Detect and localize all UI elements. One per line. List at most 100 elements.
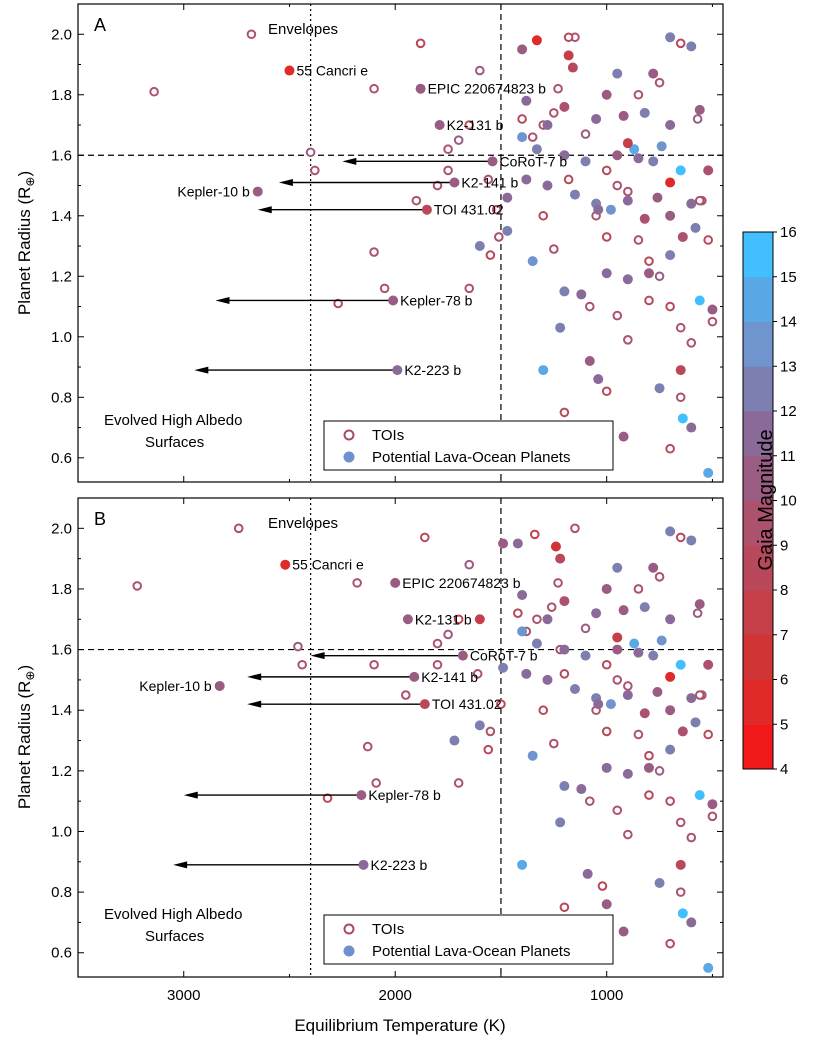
panel-b-legend-box (323, 914, 614, 965)
panel-b-planet-label: 55 Cancri e (292, 557, 364, 573)
panel-b-lava-point (686, 693, 697, 704)
panel-b-toi-point (549, 738, 559, 749)
panel-a-lava-point (593, 204, 604, 215)
panel-a-y-tick-label: 1.0 (51, 329, 72, 346)
panel-b-legend: TOIs Potential Lava-Ocean Planets (323, 914, 614, 965)
panel-a-lava-point (675, 365, 686, 376)
panel-a-lava-point (648, 68, 659, 79)
panel-b-toi-point (644, 790, 654, 800)
panel-b-y-tick-label: 1.4 (51, 702, 72, 719)
panel-a-toi-point (411, 195, 422, 206)
panel-b-lava-point (665, 526, 676, 537)
panel-b-lava-point (591, 608, 602, 619)
panel-b-lava-point (618, 605, 629, 616)
panel-b-planet-label: K2-131 b (415, 611, 472, 627)
panel-b-y-tick-label: 1.6 (51, 642, 72, 659)
colorbar-cell (743, 455, 773, 501)
panel-b-frame (77, 497, 724, 978)
panel-a-lava-point (677, 413, 688, 424)
panel-a-lava-point (517, 132, 528, 143)
panel-a-lava-point (531, 144, 542, 155)
panel-a-toi-point (580, 129, 591, 139)
panel-b-albedo-label-line2: Surfaces (145, 928, 204, 945)
panel-a-lava-point (576, 289, 587, 300)
panel-a-lava-point (622, 138, 633, 149)
panel-a-toi-point (612, 310, 623, 321)
panel-a-toi-point (464, 283, 475, 294)
panel-b-lava-point (498, 662, 509, 673)
panel-a-lava-point (605, 204, 616, 215)
panel-a-lava-point (531, 35, 542, 46)
panel-b-lava-point (622, 768, 633, 779)
panel-b-toi-point (601, 726, 612, 737)
panel-a-y-tick-label: 1.2 (51, 268, 72, 285)
panel-a-lava-point (665, 210, 676, 221)
panel-b-toi-point (485, 726, 496, 737)
panel-b-toi-point (703, 729, 713, 740)
panel-a-toi-point (563, 32, 574, 43)
panel-a-lava-point (665, 250, 676, 261)
panel-a-toi-point (443, 144, 453, 155)
panel-a-toi-point (675, 392, 686, 403)
panel-b-lava-point (521, 668, 532, 679)
panel-a-reference-lines (78, 4, 723, 482)
panel-a-lava-point (677, 231, 688, 242)
colorbar-cell (743, 545, 773, 591)
panel-a-lava-point (612, 150, 623, 161)
panel-b-planet-label: TOI 431.02 (432, 696, 502, 712)
panel-b-toi-point (694, 690, 705, 700)
panel-a-y-tick-label: 0.6 (51, 450, 72, 467)
panel-b-arrow-head (247, 700, 262, 708)
panel-a-toi-point (369, 83, 379, 94)
panel-a-toi-point (491, 204, 502, 215)
panel-b-annotations: 55 Cancri e EPIC 220674823 b K2-131 b CoRoT… (139, 557, 537, 873)
panel-a-named-planet-point (421, 204, 432, 215)
panel-b-lava-point (686, 535, 697, 546)
colorbar-cell (743, 411, 773, 457)
panel-a-points (149, 29, 718, 478)
panel-b-toi-point (612, 805, 623, 816)
panel-a-lava-point (569, 189, 580, 200)
colorbar-cells (743, 232, 773, 770)
panel-b-lava-point (665, 744, 676, 755)
panel-a-envelopes-label: Envelopes (268, 21, 338, 38)
panel-a-toi-point (553, 83, 563, 94)
panel-b-lava-point (643, 762, 654, 773)
colorbar: 4 5 6 7 8 9 10 11 12 13 14 15 16 Gaia Magnitude (742, 224, 797, 778)
panel-b-toi-point (559, 669, 570, 679)
panel-b-toi-point (529, 529, 540, 540)
panel-a-toi-point (494, 232, 504, 242)
panel-a-toi-point (633, 235, 644, 245)
panel-a-toi-point (694, 195, 705, 206)
panel-b-lava-point (559, 781, 570, 792)
panel-a-toi-point (527, 132, 538, 142)
panel-a-lava-point (694, 104, 705, 115)
panel-b-toi-point (371, 778, 381, 788)
panel-a-albedo-label-line1: Evolved High Albedo (104, 412, 242, 429)
panel-a-named-planet-point (487, 156, 498, 167)
panel-a-lava-point (622, 274, 633, 285)
panel-b-lava-point (612, 632, 623, 643)
panel-a-toi-point (612, 180, 623, 191)
panel-a-planet-label: EPIC 220674823 b (428, 81, 547, 97)
panel-a-toi-point (675, 38, 686, 49)
panel-a-toi-point (483, 174, 494, 185)
panel-b-toi-point (453, 614, 464, 625)
panel-b-albedo-label-line1: Evolved High Albedo (104, 906, 242, 923)
colorbar-cell (743, 276, 773, 322)
panel-b-lava-point (517, 626, 528, 637)
panel-a-y-axis-title: Planet Radius (R⊕) (15, 171, 37, 315)
colorbar-tick-label: 15 (780, 269, 797, 286)
panel-b-planet-label: K2-223 b (370, 857, 427, 873)
panel-b-toi-point (538, 705, 549, 716)
panel-b-toi-point (633, 729, 644, 740)
colorbar-tick-label: 13 (780, 358, 797, 375)
panel-a-lava-point (665, 177, 676, 188)
panel-b-lava-point (474, 720, 485, 731)
panel-a-lava-point (694, 295, 705, 306)
panel-b-toi-point (432, 638, 443, 649)
panel-a-named-planet-point (284, 65, 295, 76)
panel-a-lava-point (665, 32, 676, 43)
panel-a-toi-point (559, 407, 570, 418)
colorbar-tick-label: 9 (780, 537, 788, 554)
